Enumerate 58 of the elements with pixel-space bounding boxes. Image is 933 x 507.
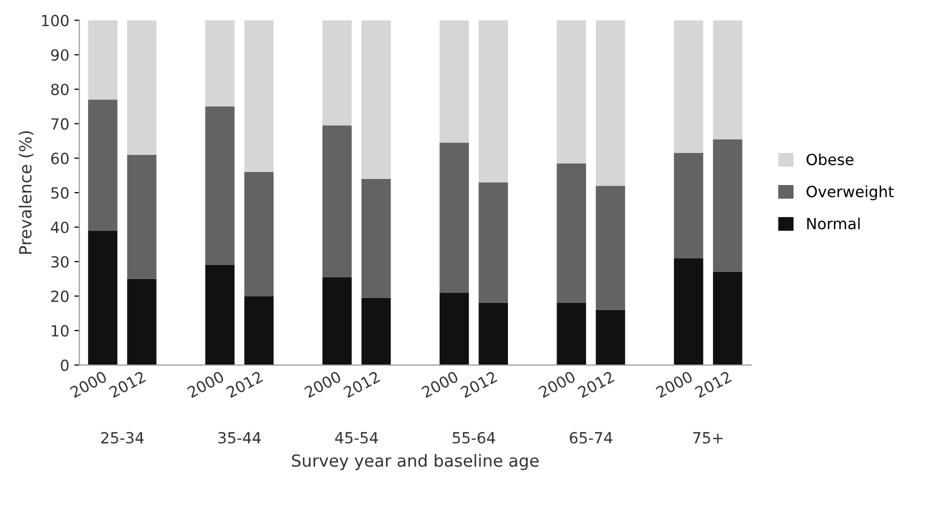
bar <box>712 272 742 366</box>
text: 65-74 <box>570 432 612 444</box>
text: 55-64 <box>452 432 496 444</box>
bar <box>596 186 626 310</box>
y-tick-label: 50 <box>51 187 69 199</box>
bar <box>361 298 391 366</box>
bar <box>596 310 626 366</box>
y-tick-label: 90 <box>51 49 69 61</box>
y-axis-title: Prevalence (%) <box>18 131 34 254</box>
bar <box>596 20 626 186</box>
bar <box>127 20 156 155</box>
bar <box>440 20 469 143</box>
bar <box>88 230 118 366</box>
y-tick-label: 0 <box>60 360 69 372</box>
bar <box>712 20 742 140</box>
y-tick-label: 20 <box>51 290 69 302</box>
bar <box>127 154 156 279</box>
bar <box>712 139 742 272</box>
bar <box>478 302 508 366</box>
y-tick-label: 30 <box>51 256 69 268</box>
y-tick-label: 70 <box>51 118 69 130</box>
bar <box>361 178 391 298</box>
bar <box>674 258 704 366</box>
bar <box>244 296 274 366</box>
text: 75+ <box>693 432 723 444</box>
bar <box>322 125 352 278</box>
bar <box>556 163 586 303</box>
bar <box>478 20 508 182</box>
bar <box>322 20 352 126</box>
bar <box>244 172 274 296</box>
y-tick-label: 60 <box>51 152 69 164</box>
bar <box>88 100 118 231</box>
bar <box>244 20 274 172</box>
text: 35-44 <box>218 432 261 444</box>
text: 45-54 <box>335 432 378 444</box>
y-tick-label: 100 <box>42 14 69 26</box>
legend-label: Obese <box>806 153 854 166</box>
y-tick-label: 40 <box>50 222 69 234</box>
bar <box>440 142 469 293</box>
bar <box>205 106 235 266</box>
x-axis-title: Survey year and baseline age <box>292 454 539 470</box>
bar <box>322 277 352 366</box>
bar <box>127 278 156 366</box>
bar <box>556 20 586 164</box>
bar <box>674 20 704 154</box>
bar <box>556 302 586 366</box>
text: 25-34 <box>101 432 144 444</box>
legend-label: Normal <box>807 218 860 230</box>
bar <box>478 182 508 303</box>
bar <box>361 20 391 179</box>
bar <box>674 153 704 258</box>
y-tick-label: 10 <box>52 325 69 337</box>
y-tick-label: 80 <box>51 84 69 96</box>
bar <box>88 20 118 100</box>
bar <box>205 20 235 106</box>
bar <box>205 265 235 366</box>
bar <box>440 292 469 366</box>
legend-label: Overweight <box>806 185 894 200</box>
